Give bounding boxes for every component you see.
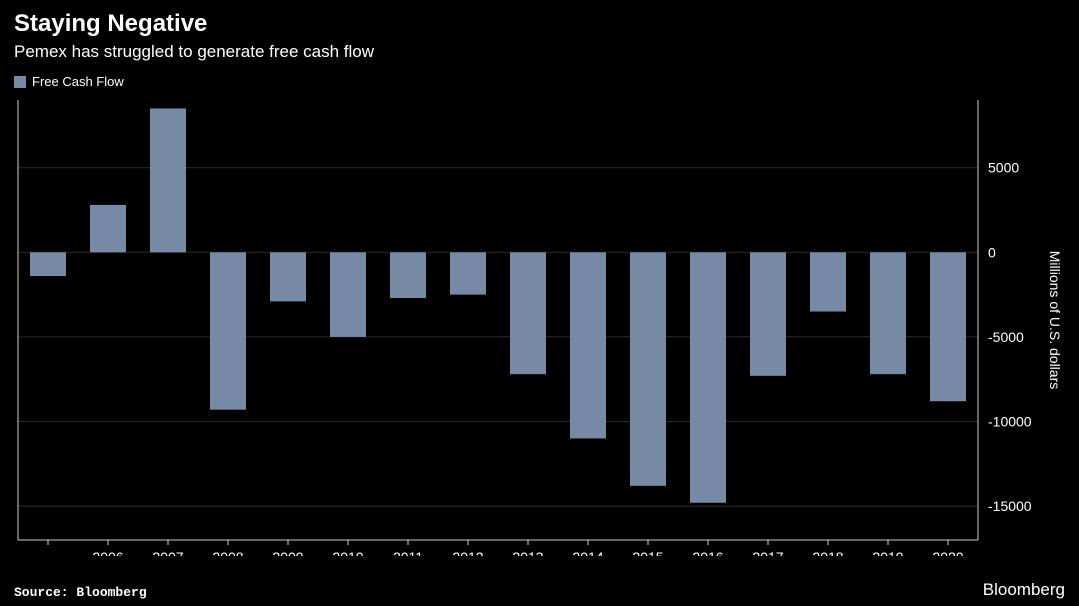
svg-text:2018: 2018 bbox=[812, 549, 843, 556]
svg-text:2012: 2012 bbox=[452, 549, 483, 556]
chart-container: Staying Negative Pemex has struggled to … bbox=[0, 0, 1079, 606]
svg-text:2010: 2010 bbox=[332, 549, 363, 556]
legend: Free Cash Flow bbox=[0, 66, 1079, 93]
svg-text:-5000: -5000 bbox=[988, 329, 1024, 345]
chart-subtitle: Pemex has struggled to generate free cas… bbox=[14, 42, 1065, 62]
svg-text:-15000: -15000 bbox=[988, 498, 1032, 514]
svg-text:-10000: -10000 bbox=[988, 414, 1032, 430]
legend-swatch bbox=[14, 76, 26, 88]
svg-text:2011: 2011 bbox=[393, 549, 423, 556]
svg-text:2007: 2007 bbox=[152, 549, 183, 556]
svg-text:2013: 2013 bbox=[512, 549, 543, 556]
svg-text:2006: 2006 bbox=[92, 549, 123, 556]
chart-svg: -15000 -10000 -5000 0 5000 2006 2007 2008 2009 20… bbox=[14, 96, 1065, 556]
source-text: Source: Bloomberg bbox=[14, 585, 147, 600]
svg-text:2019: 2019 bbox=[872, 549, 903, 556]
svg-text:0: 0 bbox=[988, 244, 996, 260]
svg-text:2015: 2015 bbox=[632, 549, 663, 556]
footer: Source: Bloomberg bbox=[14, 585, 147, 600]
chart-area: -15000 -10000 -5000 0 5000 2006 2007 2008 2009 20… bbox=[14, 96, 1065, 556]
svg-text:2016: 2016 bbox=[692, 549, 723, 556]
header: Staying Negative Pemex has struggled to … bbox=[0, 0, 1079, 66]
legend-label: Free Cash Flow bbox=[32, 74, 124, 89]
svg-text:2014: 2014 bbox=[572, 549, 603, 556]
svg-text:5000: 5000 bbox=[988, 160, 1019, 176]
svg-text:2020: 2020 bbox=[932, 549, 963, 556]
brand-text: Bloomberg bbox=[983, 580, 1065, 600]
svg-text:2009: 2009 bbox=[272, 549, 303, 556]
svg-text:2008: 2008 bbox=[212, 549, 243, 556]
svg-text:2017: 2017 bbox=[752, 549, 783, 556]
svg-text:Millions of U.S. dollars: Millions of U.S. dollars bbox=[1047, 251, 1063, 390]
chart-title: Staying Negative bbox=[14, 10, 1065, 38]
